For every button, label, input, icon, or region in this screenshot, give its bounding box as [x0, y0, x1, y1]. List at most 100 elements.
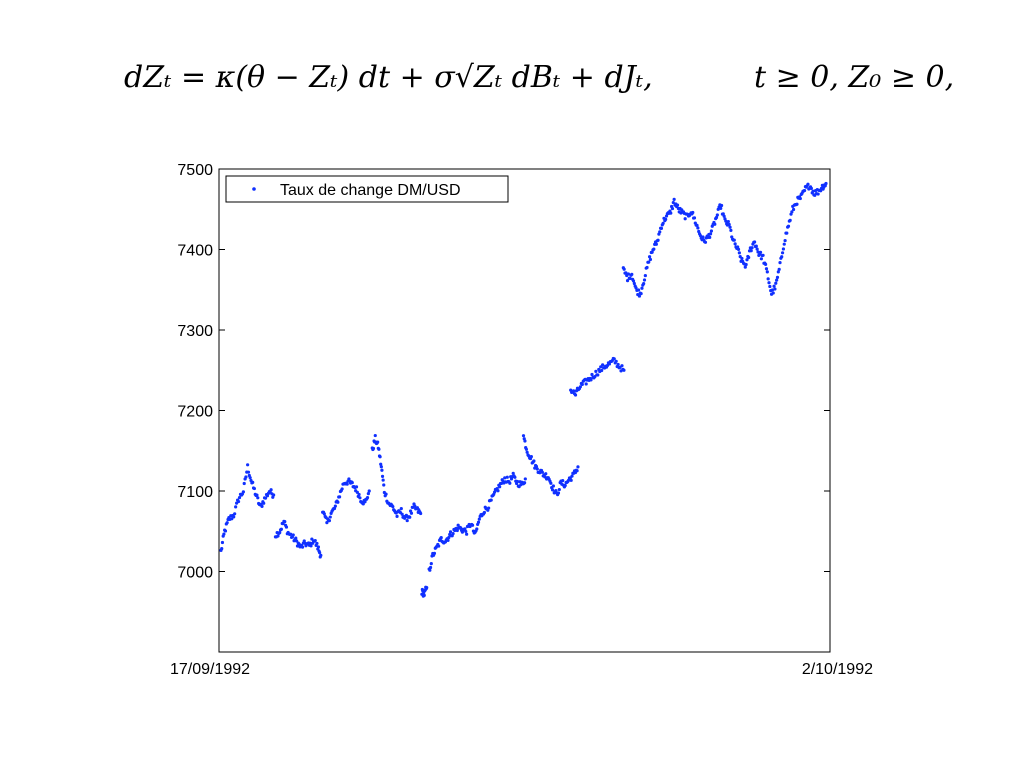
- data-point: [733, 242, 737, 246]
- data-point: [371, 446, 376, 451]
- data-point: [556, 491, 561, 495]
- data-point: [366, 492, 370, 496]
- data-point: [770, 288, 775, 292]
- data-point: [642, 282, 646, 286]
- data-point: [764, 262, 768, 266]
- data-point: [399, 507, 403, 511]
- data-point: [640, 286, 644, 290]
- data-point: [513, 475, 517, 479]
- data-point: [722, 214, 726, 218]
- data-point: [284, 525, 289, 529]
- data-point: [785, 231, 789, 235]
- data-point: [600, 368, 604, 373]
- legend: Taux de change DM/USD: [225, 175, 509, 203]
- data-point: [318, 551, 322, 555]
- data-point: [749, 249, 753, 253]
- data-point: [525, 450, 529, 454]
- y-axis: 7000 7100 7200 7300 7400 7500: [177, 162, 830, 582]
- data-point: [786, 224, 791, 228]
- data-point: [220, 547, 224, 551]
- data-point: [432, 551, 437, 555]
- plot-frame: [218, 168, 831, 653]
- data-point: [523, 439, 527, 443]
- data-point: [429, 562, 433, 566]
- data-point: [354, 485, 359, 489]
- data-point: [244, 475, 248, 479]
- data-point: [232, 515, 236, 519]
- data-point: [622, 267, 626, 271]
- data-point: [447, 535, 451, 540]
- data-point: [358, 496, 362, 500]
- data-point: [775, 278, 779, 282]
- data-point: [708, 232, 713, 236]
- data-point: [774, 281, 778, 285]
- data-point: [428, 565, 433, 570]
- data-point: [223, 529, 228, 533]
- data-point: [357, 492, 361, 497]
- data-point: [645, 265, 649, 270]
- data-point: [726, 219, 730, 224]
- data-point: [255, 493, 259, 497]
- data-point: [747, 255, 751, 260]
- data-point: [732, 238, 736, 242]
- data-point: [691, 210, 695, 215]
- data-point: [263, 496, 268, 500]
- data-point: [294, 536, 298, 540]
- data-point: [463, 527, 467, 531]
- data-point: [260, 504, 264, 508]
- data-point: [379, 465, 383, 469]
- data-point: [496, 489, 500, 493]
- data-point: [695, 223, 699, 227]
- data-point: [428, 568, 432, 572]
- data-point: [766, 277, 770, 281]
- data-point: [382, 483, 386, 487]
- data-point: [737, 251, 741, 255]
- y-tick-label: 7400: [177, 243, 213, 260]
- data-point: [614, 359, 618, 363]
- data-point: [754, 244, 758, 248]
- data-point: [262, 501, 266, 505]
- data-point: [744, 262, 748, 267]
- data-point: [647, 255, 652, 259]
- data-point: [355, 490, 359, 494]
- data-point: [511, 471, 515, 476]
- data-point: [626, 272, 631, 276]
- data-point: [384, 492, 388, 496]
- data-point: [761, 253, 765, 257]
- data-point: [569, 478, 573, 482]
- data-point: [819, 189, 823, 193]
- data-point: [554, 489, 558, 493]
- data-point: [529, 454, 533, 459]
- data-point: [675, 203, 680, 207]
- data-point: [713, 222, 717, 226]
- data-point: [639, 292, 643, 296]
- data-point: [523, 477, 527, 481]
- data-point: [773, 287, 777, 291]
- x-tick-label: 2/10/1992: [802, 661, 873, 678]
- data-point: [376, 440, 380, 444]
- data-point: [302, 539, 306, 543]
- data-point: [791, 207, 796, 212]
- data-point: [460, 530, 464, 534]
- data-point: [728, 225, 732, 229]
- data-point: [532, 459, 536, 463]
- data-point: [788, 218, 792, 222]
- data-point: [242, 481, 246, 486]
- data-point: [652, 247, 656, 251]
- data-point: [584, 382, 588, 386]
- data-point: [683, 217, 687, 221]
- data-point: [276, 534, 280, 538]
- data-point: [361, 502, 365, 506]
- data-point: [322, 512, 326, 516]
- data-point: [333, 504, 337, 508]
- y-tick-label: 7100: [177, 484, 213, 501]
- data-point: [745, 258, 749, 262]
- data-point: [755, 247, 759, 251]
- data-point: [470, 523, 475, 527]
- data-point: [647, 260, 651, 264]
- data-point: [535, 467, 539, 471]
- data-point: [365, 496, 370, 500]
- data-point: [721, 212, 725, 216]
- data-point: [719, 206, 723, 210]
